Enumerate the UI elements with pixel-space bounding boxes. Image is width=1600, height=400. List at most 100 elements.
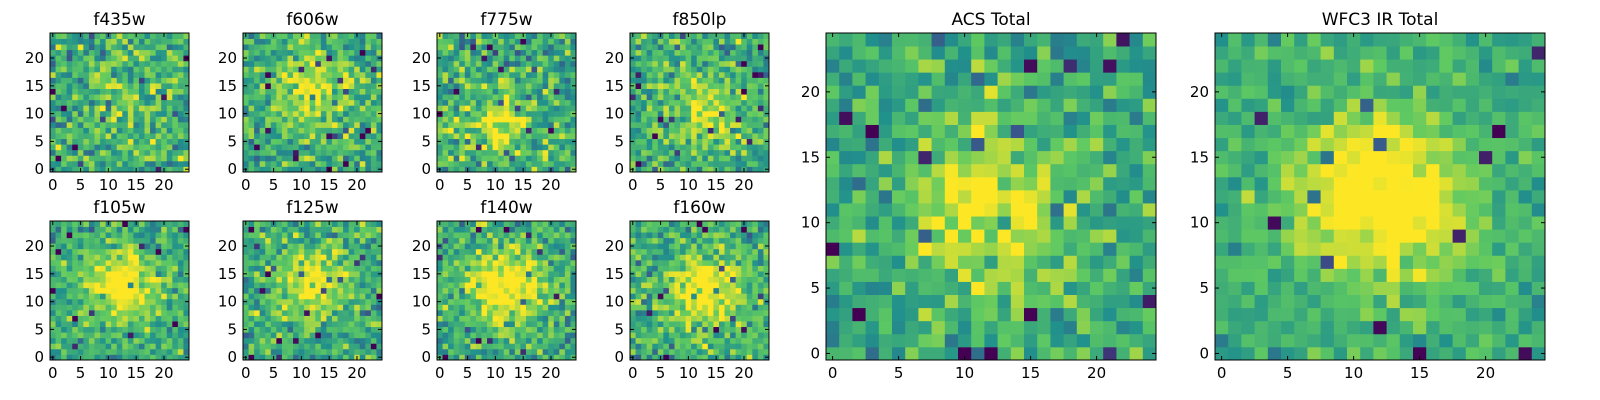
heatmap-cell: [370, 287, 377, 294]
heatmap-cell: [309, 166, 316, 173]
heatmap-cell: [254, 110, 261, 117]
heatmap-cell: [105, 116, 112, 123]
heatmap-cell: [320, 38, 327, 45]
heatmap-cell: [376, 94, 383, 101]
heatmap-cell: [100, 265, 106, 272]
heatmap-cell: [718, 343, 725, 350]
heatmap-cell: [88, 259, 95, 266]
heatmap-cell: [61, 354, 68, 361]
heatmap-cell: [537, 110, 544, 117]
heatmap-cell: [514, 321, 521, 328]
heatmap-cell: [183, 33, 190, 39]
heatmap-cell: [111, 237, 118, 244]
heatmap-cell: [492, 127, 499, 134]
heatmap-cell: [652, 71, 659, 78]
heatmap-cell: [448, 221, 455, 227]
heatmap-cell: [680, 287, 686, 294]
heatmap-cell: [88, 144, 95, 151]
heatmap-cell: [646, 337, 653, 344]
heatmap-cell: [265, 265, 272, 272]
heatmap-cell: [127, 348, 134, 355]
heatmap-cell: [248, 348, 255, 355]
heatmap-cell: [144, 298, 151, 305]
heatmap-cell: [481, 166, 488, 173]
heatmap-cell: [337, 237, 344, 244]
heatmap-cell: [559, 105, 566, 112]
heatmap-cell: [442, 44, 449, 51]
heatmap-cell: [326, 326, 333, 333]
heatmap-cell: [470, 127, 477, 134]
heatmap-cell: [564, 33, 571, 39]
heatmap-cell: [94, 149, 101, 156]
heatmap-cell: [83, 332, 90, 339]
heatmap-cell: [276, 348, 283, 355]
heatmap-cell: [50, 144, 56, 151]
heatmap-cell: [326, 44, 333, 51]
heatmap-cell: [309, 259, 316, 266]
heatmap-cell: [150, 309, 157, 316]
heatmap-cell: [713, 77, 720, 84]
heatmap-cell: [459, 332, 466, 339]
heatmap-cell: [77, 83, 84, 89]
heatmap-cell: [298, 149, 305, 156]
heatmap-cell: [559, 315, 566, 322]
heatmap-cell: [525, 110, 532, 117]
heatmap-cell: [183, 144, 190, 151]
heatmap-cell: [437, 287, 443, 294]
heatmap-cell: [293, 354, 299, 361]
heatmap-cell: [475, 293, 482, 300]
heatmap-cell: [331, 99, 338, 106]
heatmap-cell: [437, 293, 443, 300]
heatmap-cell: [320, 33, 327, 39]
heatmap-cell: [635, 138, 642, 145]
heatmap-cell: [564, 237, 571, 244]
heatmap-cell: [752, 94, 759, 101]
heatmap-cell: [741, 138, 748, 145]
heatmap-cell: [514, 166, 521, 173]
heatmap-cell: [348, 149, 355, 156]
heatmap-cell: [281, 138, 288, 145]
heatmap-cell: [514, 298, 521, 305]
heatmap-cell: [127, 116, 134, 123]
heatmap-cell: [309, 94, 316, 101]
heatmap-cell: [514, 138, 521, 145]
heatmap-cell: [243, 155, 249, 162]
heatmap-cell: [144, 259, 151, 266]
x-tick-label: 10: [292, 176, 311, 194]
heatmap-cell: [248, 337, 255, 344]
heatmap-cell: [470, 105, 477, 112]
heatmap-cell: [487, 243, 493, 250]
heatmap-cell: [553, 55, 560, 62]
heatmap-cell: [685, 55, 692, 62]
heatmap-cell: [370, 298, 377, 305]
heatmap-cell: [66, 326, 73, 333]
heatmap-cell: [525, 166, 532, 173]
heatmap-cell: [359, 38, 366, 45]
heatmap-cell: [453, 243, 460, 250]
heatmap-cell: [161, 332, 168, 339]
heatmap-cell: [138, 259, 145, 266]
heatmap-cell: [183, 77, 190, 84]
heatmap-cell: [88, 60, 95, 67]
heatmap-cell: [127, 144, 134, 151]
heatmap-cell: [564, 60, 571, 67]
heatmap-cell: [680, 326, 686, 333]
heatmap-cell: [370, 149, 377, 156]
heatmap-cell: [343, 77, 350, 84]
heatmap-cell: [166, 160, 173, 167]
heatmap-cell: [359, 149, 366, 156]
heatmap-cell: [365, 55, 372, 62]
heatmap-cell: [270, 259, 277, 266]
heatmap-cell: [730, 287, 737, 294]
heatmap-cell: [276, 232, 283, 239]
heatmap-cell: [691, 55, 698, 62]
heatmap-cell: [55, 49, 62, 56]
heatmap-cell: [172, 221, 179, 227]
heatmap-cell: [685, 66, 692, 73]
heatmap-cell: [702, 287, 709, 294]
heatmap-cell: [337, 337, 344, 344]
heatmap-cell: [652, 144, 659, 151]
heatmap-cell: [668, 309, 675, 316]
heatmap-cell: [707, 337, 714, 344]
heatmap-cell: [531, 127, 538, 134]
